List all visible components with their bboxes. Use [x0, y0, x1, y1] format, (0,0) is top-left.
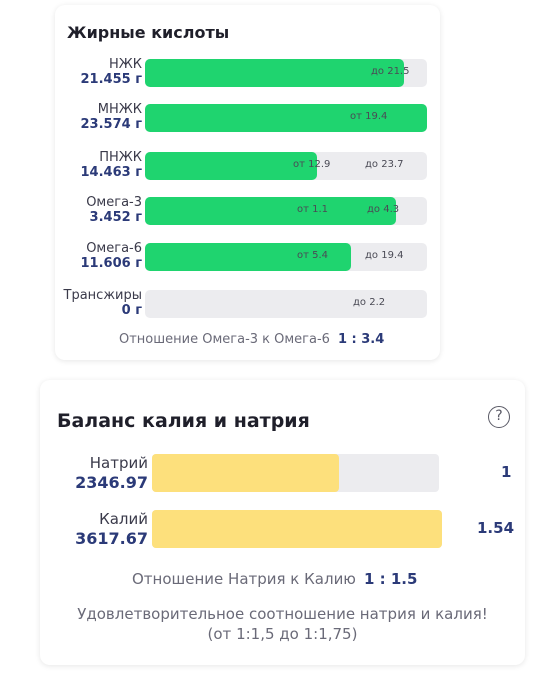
fat-progress-fill [145, 59, 405, 87]
potassium-sodium-card: Баланс калия и натрия ? Натрий 2346.97 1… [40, 380, 525, 665]
range-high-mark: до 2.2 [353, 297, 386, 308]
omega-ratio-line: Отношение Омега-3 к Омега-6 1 : 3.4 [119, 332, 384, 347]
fat-progress-fill [145, 152, 318, 180]
fatty-acids-title: Жирные кислоты [67, 23, 230, 42]
fat-progress-bar: до 2.2 [145, 290, 427, 318]
fat-row-value: 3.452 г [89, 210, 142, 225]
balance-row-name: Натрий [89, 454, 148, 472]
sodium-ratio-label: Отношение Натрия к Калию [132, 570, 356, 588]
balance-title: Баланс калия и натрия [57, 410, 310, 432]
fat-progress-bar: от 1.1 до 4.3 [145, 197, 427, 225]
fat-row-value: 11.606 г [80, 256, 142, 271]
balance-side-value: 1 [501, 463, 512, 481]
balance-side-value: 1.54 [477, 519, 515, 537]
fat-row-name: НЖК [108, 57, 142, 72]
balance-note-line1: Удовлетворительное соотношение натрия и … [77, 605, 488, 623]
range-high-mark: до 23.7 [365, 159, 404, 170]
range-high-mark: до 19.4 [365, 250, 404, 261]
fatty-acids-card: Жирные кислоты НЖК 21.455 г до 21.5 МНЖК… [55, 5, 440, 360]
sodium-ratio-value: 1 : 1.5 [363, 570, 418, 588]
fat-row-name: Омега-6 [86, 241, 142, 256]
balance-row-value: 2346.97 [75, 473, 148, 492]
fat-progress-fill [145, 243, 351, 271]
balance-row-name: Калий [99, 510, 148, 528]
fat-progress-bar: от 12.9 до 23.7 [145, 152, 427, 180]
fat-progress-fill [145, 104, 427, 132]
range-low-mark: от 12.9 [293, 159, 331, 170]
fat-row-value: 14.463 г [80, 165, 142, 180]
fat-progress-bar: от 19.4 [145, 104, 427, 132]
range-high-mark: до 4.3 [367, 204, 400, 215]
fat-progress-bar: от 5.4 до 19.4 [145, 243, 427, 271]
balance-progress-fill [152, 510, 442, 548]
fat-progress-fill [145, 197, 396, 225]
omega-ratio-label: Отношение Омега-3 к Омега-6 [119, 332, 330, 347]
omega-ratio-value: 1 : 3.4 [337, 332, 385, 347]
balance-progress-bar [152, 454, 439, 492]
fat-row-name: ПНЖК [99, 150, 142, 165]
range-low-mark: от 5.4 [297, 250, 329, 261]
question-circle-icon[interactable]: ? [488, 406, 510, 428]
range-high-mark: до 21.5 [371, 66, 410, 77]
fat-row-value: 21.455 г [80, 72, 142, 87]
fat-row-name: Трансжиры [63, 288, 142, 303]
balance-progress-bar [152, 510, 442, 548]
range-low-mark: от 1.1 [297, 204, 329, 215]
balance-note: Удовлетворительное соотношение натрия и … [40, 604, 525, 644]
balance-progress-fill [152, 454, 339, 492]
fat-row-name: Омега-3 [86, 195, 142, 210]
sodium-potassium-ratio-line: Отношение Натрия к Калию 1 : 1.5 [132, 570, 417, 588]
range-low-mark: от 19.4 [350, 111, 388, 122]
fat-row-value: 0 г [121, 303, 142, 318]
balance-note-line2: (от 1:1,5 до 1:1,75) [207, 625, 358, 643]
fat-row-value: 23.574 г [80, 117, 142, 132]
fat-row-name: МНЖК [97, 102, 142, 117]
fat-progress-bar: до 21.5 [145, 59, 427, 87]
balance-row-value: 3617.67 [75, 529, 148, 548]
